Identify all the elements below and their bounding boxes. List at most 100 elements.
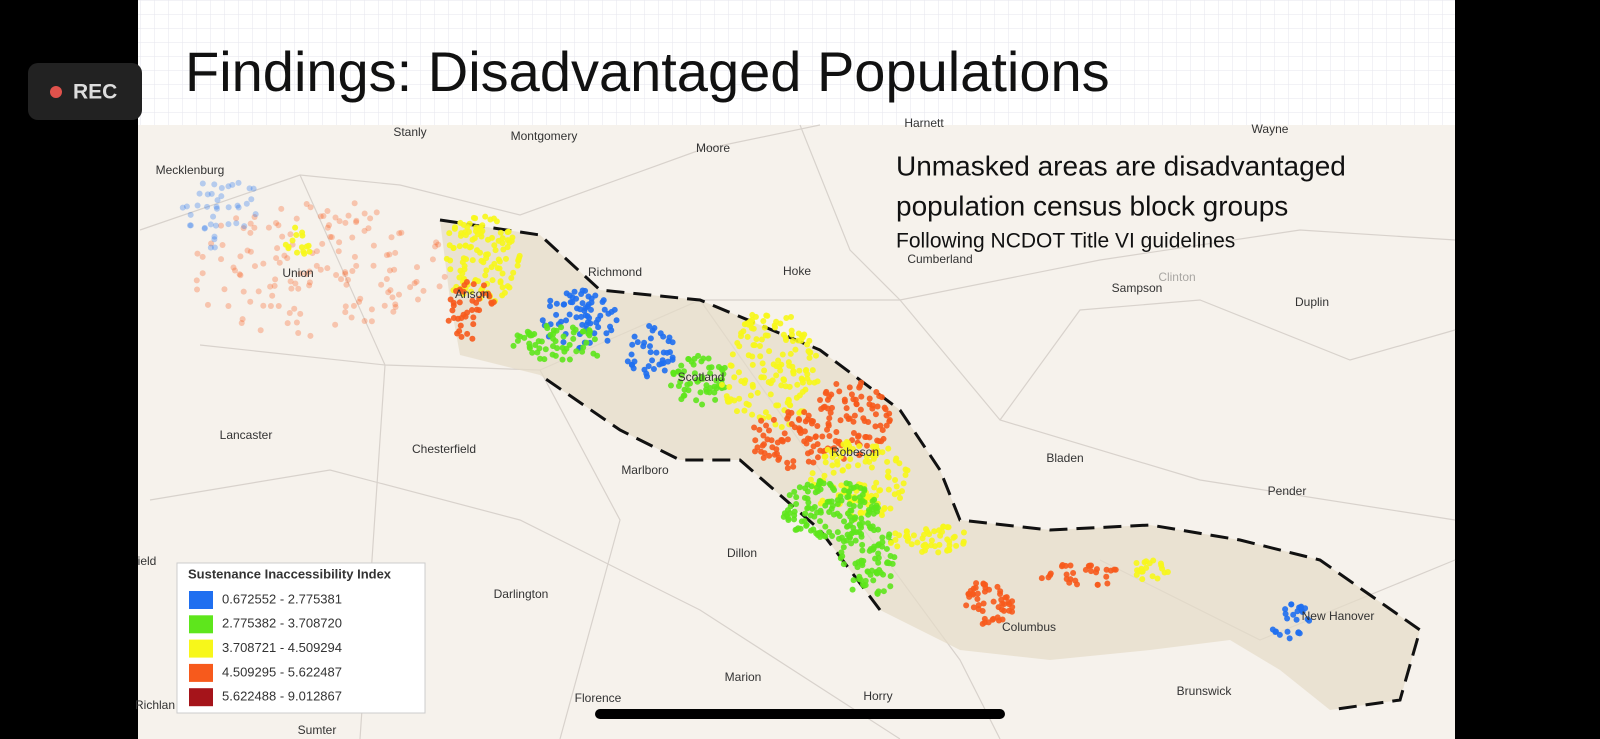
dot — [306, 279, 313, 286]
dot — [629, 341, 636, 348]
place-label: Pender — [1268, 484, 1307, 498]
dot — [806, 349, 813, 356]
dot — [764, 312, 771, 319]
dot — [808, 448, 815, 455]
dot — [885, 468, 892, 475]
dot — [208, 190, 215, 197]
dot — [207, 221, 214, 228]
dot — [1286, 635, 1293, 642]
dot — [804, 481, 811, 488]
dot — [462, 232, 469, 239]
dot — [733, 408, 740, 415]
dot — [699, 375, 706, 382]
dots — [179, 179, 1313, 642]
dot — [451, 225, 458, 232]
dot — [839, 467, 846, 474]
dot — [729, 351, 736, 358]
dot — [937, 532, 944, 539]
dot — [790, 370, 797, 377]
dot — [879, 534, 886, 541]
dot — [1003, 594, 1010, 601]
dot — [680, 368, 687, 375]
dot — [960, 529, 967, 536]
dot — [853, 401, 860, 408]
dot — [985, 619, 992, 626]
dot — [477, 249, 484, 256]
dot — [558, 324, 565, 331]
dot — [510, 342, 517, 349]
dot — [539, 317, 546, 324]
dot — [756, 426, 763, 433]
dot — [868, 464, 875, 471]
dot — [489, 277, 496, 284]
dot — [837, 493, 844, 500]
dot — [810, 459, 817, 466]
dot — [834, 501, 841, 508]
dot — [846, 384, 853, 391]
dot — [292, 224, 299, 231]
dot — [953, 542, 960, 549]
dot — [463, 256, 470, 263]
rec-badge[interactable] — [28, 63, 142, 120]
dot — [657, 330, 664, 337]
dot — [599, 298, 606, 305]
dot — [801, 494, 808, 501]
dot — [494, 265, 501, 272]
dot — [457, 232, 464, 239]
dot — [796, 367, 803, 374]
dot — [273, 220, 280, 227]
dot — [821, 453, 828, 460]
dot — [793, 494, 800, 501]
dot — [356, 298, 363, 305]
dot — [790, 463, 797, 470]
dot — [726, 398, 733, 405]
dot — [1006, 607, 1013, 614]
dot — [572, 326, 579, 333]
dot — [571, 288, 578, 295]
dot — [605, 310, 612, 317]
dot — [306, 282, 313, 289]
place-label: Harnett — [904, 116, 944, 130]
dot — [1103, 573, 1110, 580]
dot — [447, 257, 454, 264]
dot — [687, 380, 694, 387]
dot — [849, 586, 856, 593]
home-indicator[interactable] — [595, 709, 1005, 719]
dot — [476, 307, 483, 314]
dot — [836, 388, 843, 395]
dot — [569, 294, 576, 301]
dot — [856, 573, 863, 580]
dot — [229, 181, 236, 188]
dot — [646, 343, 653, 350]
dot — [775, 357, 782, 364]
dot — [924, 528, 931, 535]
dot — [793, 500, 800, 507]
dot — [349, 267, 356, 274]
dot — [247, 229, 254, 236]
dot — [649, 327, 656, 334]
dot — [458, 314, 465, 321]
dot — [758, 417, 765, 424]
dot — [284, 320, 291, 327]
dot — [851, 495, 858, 502]
dot — [950, 534, 957, 541]
dot — [383, 252, 390, 259]
dot — [784, 507, 791, 514]
dot — [343, 281, 350, 288]
dot — [510, 269, 517, 276]
dot — [1290, 611, 1297, 618]
legend-label: 2.775382 - 3.708720 — [222, 616, 342, 631]
dot — [563, 317, 570, 324]
dot — [218, 185, 225, 192]
dot — [783, 336, 790, 343]
dot — [981, 588, 988, 595]
dot — [500, 246, 507, 253]
dot — [566, 341, 573, 348]
dot — [718, 381, 725, 388]
dot — [892, 536, 899, 543]
dot — [814, 441, 821, 448]
dot — [817, 500, 824, 507]
place-label: Lancaster — [220, 428, 273, 442]
dot — [980, 580, 987, 587]
dot — [799, 379, 806, 386]
